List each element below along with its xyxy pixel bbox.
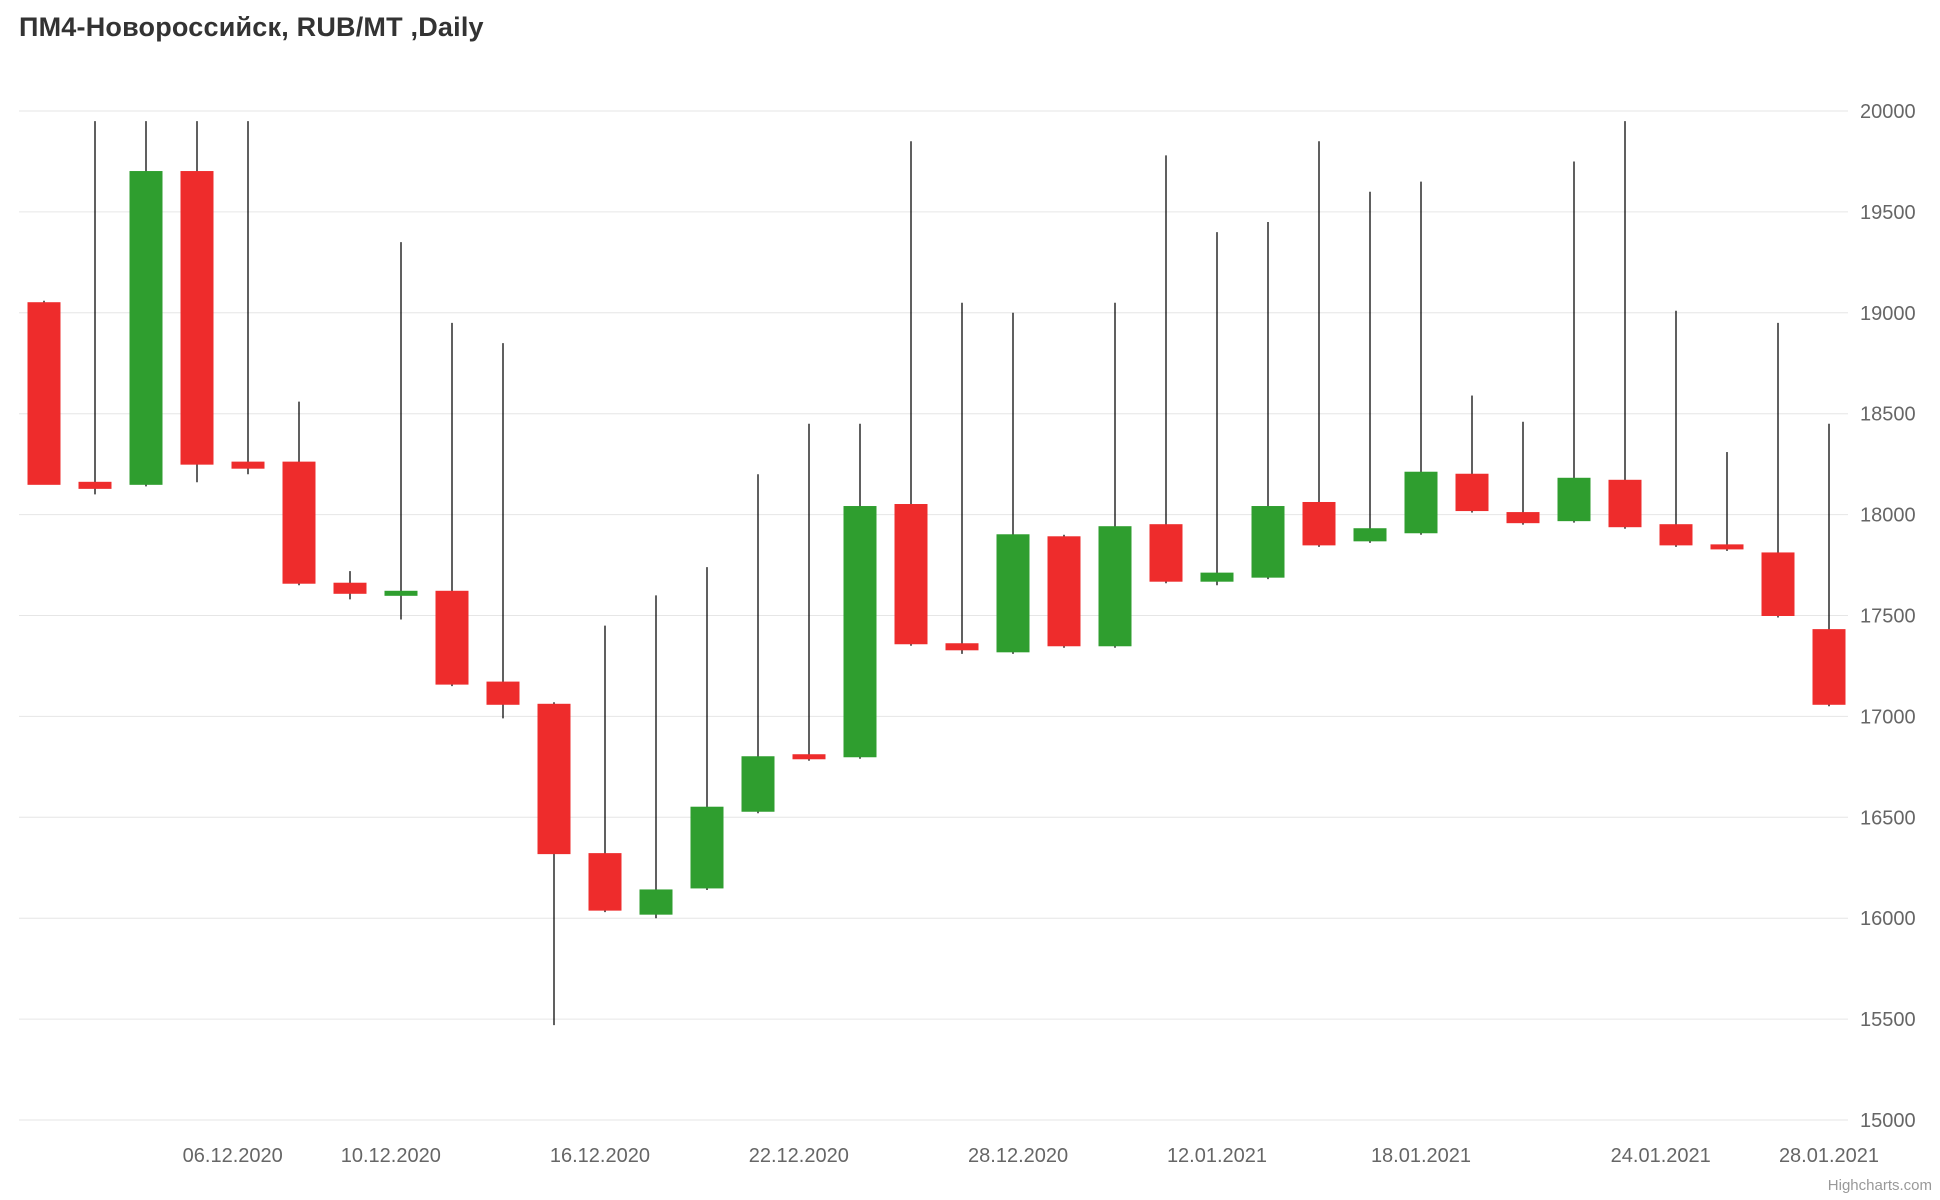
candle-body-up [1404, 471, 1438, 534]
candle-body-down [27, 302, 61, 485]
candle-body-down [1608, 479, 1642, 528]
candle-body-up [843, 506, 877, 758]
candle-body-down [282, 461, 316, 584]
y-axis-label: 16000 [1860, 908, 1916, 930]
candle-body-up [690, 806, 724, 889]
candle[interactable] [231, 121, 265, 475]
candle-body-down [1710, 544, 1744, 550]
candle[interactable] [1302, 141, 1336, 547]
y-axis-label: 19000 [1860, 303, 1916, 325]
candle[interactable] [945, 302, 979, 654]
candle-body-down [894, 504, 928, 645]
candle[interactable] [1659, 310, 1693, 547]
candle[interactable] [996, 312, 1030, 654]
x-axis-label: 28.01.2021 [1779, 1145, 1879, 1167]
candle[interactable] [1812, 423, 1846, 707]
candle-body-up [639, 889, 673, 915]
candle-body-down [180, 171, 214, 465]
candle[interactable] [1200, 232, 1234, 586]
y-axis-label: 19500 [1860, 202, 1916, 224]
x-axis-label: 12.01.2021 [1167, 1145, 1267, 1167]
candle[interactable] [792, 423, 826, 761]
candle-body-down [1506, 512, 1540, 524]
candle[interactable] [690, 567, 724, 890]
x-axis-label: 24.01.2021 [1611, 1145, 1711, 1167]
x-axis-label: 10.12.2020 [341, 1145, 441, 1167]
candle[interactable] [282, 401, 316, 586]
x-axis-label: 18.01.2021 [1371, 1145, 1471, 1167]
candle-body-down [435, 590, 469, 685]
candle-body-down [1659, 524, 1693, 546]
candle-body-up [384, 590, 418, 596]
candle-body-down [1047, 536, 1081, 647]
candle-body-up [1353, 528, 1387, 542]
candle[interactable] [1455, 395, 1489, 513]
candle[interactable] [435, 322, 469, 687]
y-axis-label: 15000 [1860, 1110, 1916, 1132]
x-axis-label: 06.12.2020 [183, 1145, 283, 1167]
y-axis-label: 15500 [1860, 1009, 1916, 1031]
chart-title: ПМ4-Новороссийск, RUB/MT ,Daily [19, 12, 484, 42]
candle[interactable] [333, 571, 367, 600]
y-axis-label: 17000 [1860, 706, 1916, 728]
candle[interactable] [1404, 181, 1438, 535]
x-axis-label: 22.12.2020 [749, 1145, 849, 1167]
candle-body-down [1149, 524, 1183, 582]
candle-body-up [1251, 506, 1285, 578]
candle[interactable] [1047, 534, 1081, 648]
candle-body-up [1200, 572, 1234, 582]
y-axis-label: 18500 [1860, 404, 1916, 426]
candle[interactable] [1710, 452, 1744, 551]
candle-body-down [537, 703, 571, 855]
candle[interactable] [486, 343, 520, 719]
candle-body-up [996, 534, 1030, 653]
candle-body-down [333, 582, 367, 594]
candle[interactable] [1506, 421, 1540, 525]
candle-body-down [1812, 629, 1846, 705]
y-axis-label: 16500 [1860, 807, 1916, 829]
candle[interactable] [1608, 121, 1642, 529]
candle-body-down [1302, 501, 1336, 546]
highcharts-credit-link[interactable]: Highcharts.com [1827, 1177, 1932, 1194]
candle-body-down [792, 754, 826, 760]
candle[interactable] [588, 625, 622, 913]
candle-body-down [1761, 552, 1795, 617]
candle[interactable] [27, 300, 61, 485]
candle[interactable] [741, 474, 775, 814]
x-axis-label: 28.12.2020 [968, 1145, 1068, 1167]
candle-body-down [945, 643, 979, 651]
candle[interactable] [1098, 302, 1132, 648]
candle-body-down [588, 853, 622, 911]
candle-body-down [231, 461, 265, 469]
candle[interactable] [129, 121, 163, 487]
y-axis-label: 18000 [1860, 505, 1916, 527]
candle[interactable] [384, 242, 418, 620]
candle-body-up [129, 171, 163, 485]
candle[interactable] [639, 595, 673, 919]
candle-body-down [486, 681, 520, 705]
candle-body-down [1455, 473, 1489, 512]
candle[interactable] [894, 141, 928, 646]
candle-body-up [1557, 477, 1591, 522]
y-axis-label: 20000 [1860, 101, 1916, 123]
candle[interactable] [1353, 191, 1387, 543]
candle[interactable] [843, 423, 877, 759]
candle[interactable] [1251, 221, 1285, 580]
candle[interactable] [537, 702, 571, 1026]
candle[interactable] [78, 121, 112, 495]
candle[interactable] [1557, 161, 1591, 523]
x-axis-label: 16.12.2020 [550, 1145, 650, 1167]
candle[interactable] [1761, 322, 1795, 618]
y-axis-label: 17500 [1860, 606, 1916, 628]
candle[interactable] [1149, 155, 1183, 584]
candle-body-down [78, 481, 112, 489]
candle-body-up [1098, 526, 1132, 647]
candle-body-up [741, 756, 775, 812]
candle[interactable] [180, 121, 214, 483]
